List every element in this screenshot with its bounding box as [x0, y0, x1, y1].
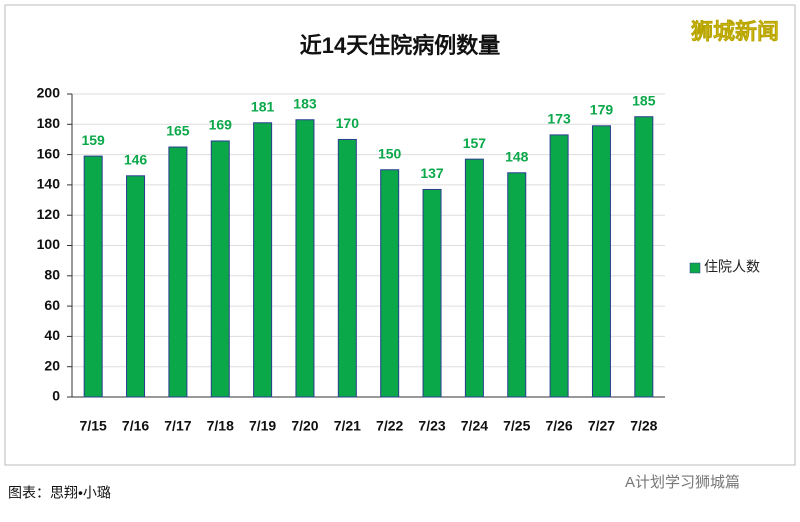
data-label: 185 — [632, 92, 656, 108]
legend-label: 住院人数 — [704, 259, 760, 275]
bar — [464, 158, 484, 398]
y-tick-label: 0 — [52, 388, 60, 404]
y-tick-label: 80 — [44, 267, 60, 283]
bar — [210, 140, 230, 398]
bar — [591, 125, 611, 398]
watermark: 狮城新闻 — [691, 19, 779, 44]
data-label: 179 — [590, 102, 614, 118]
data-label: 169 — [209, 117, 233, 133]
x-tick-label: 7/20 — [291, 418, 318, 434]
bar — [507, 172, 527, 398]
bar — [253, 122, 273, 398]
y-tick-label: 140 — [37, 176, 61, 192]
x-tick-label: 7/22 — [376, 418, 403, 434]
x-tick-label: 7/28 — [630, 418, 657, 434]
source: A计划学习狮城篇 — [625, 473, 740, 491]
bar — [422, 188, 442, 398]
bar — [168, 146, 188, 398]
data-label: 159 — [81, 132, 105, 148]
x-tick-label: 7/18 — [207, 418, 234, 434]
bar — [337, 138, 357, 398]
bar — [549, 134, 569, 398]
data-label: 148 — [505, 148, 529, 164]
x-tick-label: 7/27 — [588, 418, 615, 434]
x-tick-label: 7/16 — [122, 418, 149, 434]
x-tick-label: 7/21 — [334, 418, 361, 434]
x-tick-label: 7/25 — [503, 418, 530, 434]
y-tick-label: 20 — [44, 357, 60, 373]
bar — [634, 116, 654, 398]
y-tick-label: 200 — [37, 85, 61, 101]
legend-swatch — [689, 262, 701, 274]
bar — [83, 155, 103, 398]
y-tick-label: 120 — [37, 206, 61, 222]
data-label: 137 — [420, 165, 444, 181]
y-tick-label: 180 — [37, 115, 61, 131]
caption: 图表：思翔•小璐 — [8, 485, 111, 501]
y-tick-label: 160 — [37, 145, 61, 161]
data-label: 146 — [124, 152, 148, 168]
bar — [295, 119, 315, 398]
data-label: 173 — [547, 111, 571, 127]
y-tick-label: 100 — [37, 236, 61, 252]
data-label: 181 — [251, 98, 275, 114]
chart-frame — [4, 4, 796, 466]
data-label: 150 — [378, 145, 402, 161]
data-label: 157 — [463, 135, 487, 151]
x-tick-label: 7/23 — [418, 418, 445, 434]
bar — [126, 175, 146, 398]
y-tick-label: 40 — [44, 327, 60, 343]
x-tick-label: 7/15 — [80, 418, 107, 434]
x-tick-label: 7/17 — [164, 418, 191, 434]
chart-title: 近14天住院病例数量 — [300, 33, 500, 58]
data-label: 170 — [336, 115, 360, 131]
bar — [380, 169, 400, 398]
y-tick-label: 60 — [44, 297, 60, 313]
x-tick-label: 7/26 — [545, 418, 572, 434]
data-label: 165 — [166, 123, 190, 139]
x-tick-label: 7/24 — [461, 418, 488, 434]
x-tick-label: 7/19 — [249, 418, 276, 434]
data-label: 183 — [293, 95, 317, 111]
